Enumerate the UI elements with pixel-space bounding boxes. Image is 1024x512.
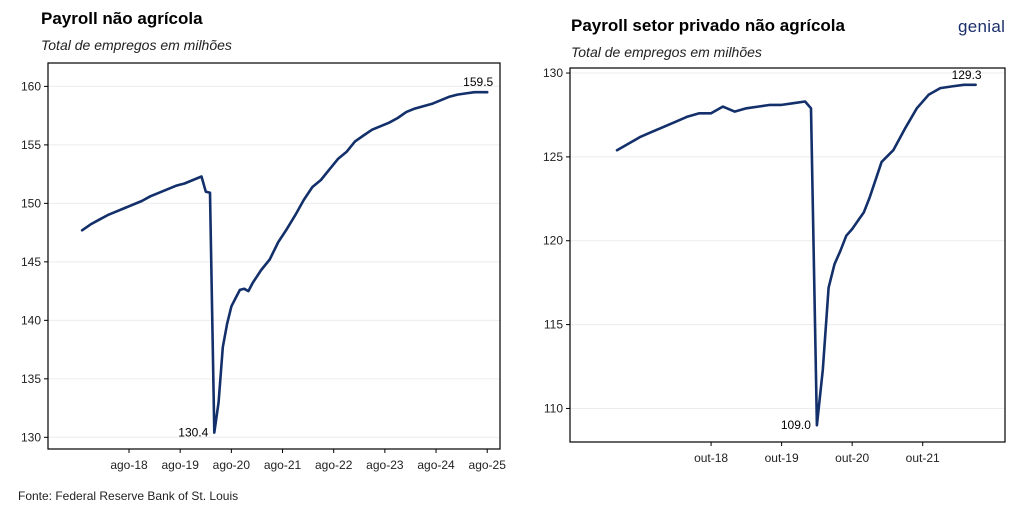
- right-chart-subtitle: Total de empregos em milhões: [571, 44, 762, 60]
- y-tick-label: 130: [543, 66, 563, 80]
- left-chart: 130 135 140 145 150 155 160 ago-18 ago-19 ago-20 a…: [21, 62, 507, 472]
- min-value-label: 109.0: [781, 418, 811, 432]
- y-tick-label: 150: [21, 196, 41, 210]
- right-chart-title: Payroll setor privado não agrícola: [571, 16, 845, 35]
- max-value-label: 129.3: [952, 68, 982, 82]
- x-tick-label: out-20: [835, 451, 869, 465]
- y-tick-label: 115: [544, 318, 563, 332]
- y-tick-label: 130: [21, 430, 41, 444]
- min-value-label: 130.4: [178, 426, 208, 440]
- y-tick-label: 135: [21, 372, 41, 386]
- plot-frame: [569, 67, 1006, 443]
- y-tick-label: 155: [21, 138, 41, 152]
- y-tick-label: 140: [21, 313, 41, 327]
- series-line: [615, 83, 977, 427]
- source-note: Fonte: Federal Reserve Bank of St. Louis: [18, 489, 239, 503]
- y-tick-label: 110: [544, 401, 563, 415]
- y-tick-label: 160: [21, 79, 41, 93]
- x-tick-label: out-21: [906, 451, 940, 465]
- x-tick-label: ago-24: [417, 458, 455, 472]
- y-tick-label: 125: [543, 150, 563, 164]
- max-value-label: 159.5: [463, 75, 493, 89]
- genial-logo: genial: [958, 17, 1006, 36]
- y-tick-label: 145: [21, 255, 41, 269]
- x-tick-label: ago-21: [264, 458, 302, 472]
- y-tick-label: 120: [543, 234, 563, 248]
- x-tick-label: ago-20: [213, 458, 251, 472]
- left-chart-title: Payroll não agrícola: [41, 9, 203, 28]
- right-chart: 110 115 120 125 130 out-18 out-19 out-20 out-21 1…: [543, 66, 1006, 465]
- x-tick-label: ago-19: [162, 458, 200, 472]
- series-line: [80, 90, 489, 434]
- x-tick-label: ago-23: [366, 458, 404, 472]
- x-tick-label: ago-22: [315, 458, 353, 472]
- x-tick-label: ago-18: [110, 458, 148, 472]
- x-tick-label: out-19: [765, 451, 799, 465]
- x-tick-label: out-18: [694, 451, 728, 465]
- left-chart-subtitle: Total de empregos em milhões: [41, 37, 232, 53]
- plot-frame: [47, 62, 501, 450]
- x-tick-label: ago-25: [469, 458, 507, 472]
